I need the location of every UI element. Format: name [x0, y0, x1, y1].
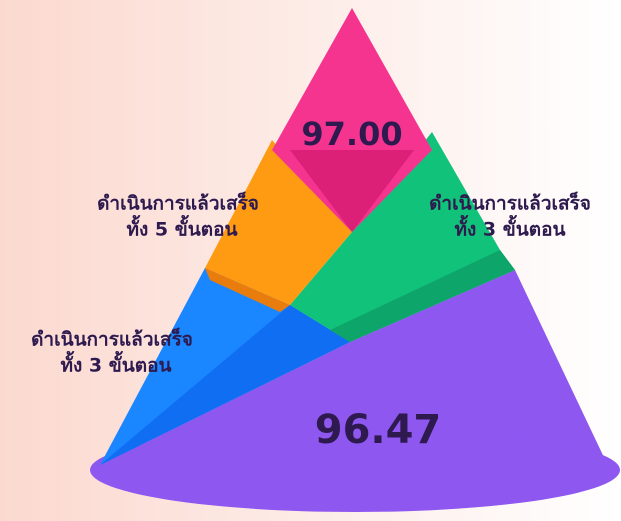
- label-line: ทั้ง 5 ขั้นตอน: [127, 215, 238, 241]
- label-line: ดำเนินการแล้วเสร็จ: [97, 191, 259, 215]
- label-line: ดำเนินการแล้วเสร็จ: [429, 191, 591, 215]
- bottom-value: 96.47: [315, 407, 442, 453]
- label-line: ทั้ง 3 ขั้นตอน: [61, 351, 172, 377]
- label-line: ทั้ง 3 ขั้นตอน: [455, 215, 566, 241]
- label-line: ดำเนินการแล้วเสร็จ: [31, 327, 193, 351]
- infographic: 97.00 96.47 ดำเนินการแล้วเสร็จ ทั้ง 5 ขั…: [0, 0, 621, 521]
- top-value: 97.00: [301, 115, 402, 153]
